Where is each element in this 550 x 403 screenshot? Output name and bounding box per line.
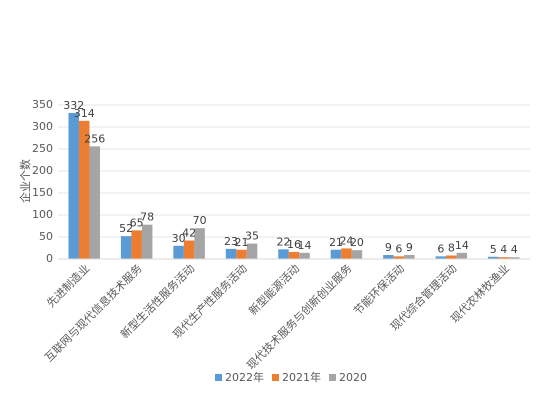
- y-tick-label: 350: [32, 98, 53, 111]
- y-tick-label: 300: [32, 120, 53, 133]
- data-label: 6: [395, 242, 402, 255]
- legend: 2022年 2021年 2020: [215, 370, 367, 384]
- y-tick-label: 50: [39, 230, 53, 243]
- category-label: 新型能源活动: [246, 261, 303, 318]
- legend-label: 2021年: [282, 370, 321, 384]
- data-label: 65: [130, 216, 144, 229]
- legend-swatch: [272, 374, 279, 381]
- y-tick-label: 150: [32, 186, 53, 199]
- bar: [288, 251, 300, 259]
- category-label: 节能环保活动: [350, 261, 407, 318]
- bar: [435, 256, 447, 259]
- gridlines: [58, 104, 530, 260]
- data-label: 14: [455, 239, 469, 252]
- bar: [236, 249, 247, 259]
- data-label: 52: [119, 222, 133, 235]
- bar: [225, 248, 237, 259]
- category-label: 先进制造业: [44, 261, 93, 310]
- bar: [456, 252, 468, 259]
- bar: [131, 230, 142, 259]
- y-tick-label: 250: [32, 142, 53, 155]
- bar: [246, 243, 258, 259]
- data-label: 9: [406, 241, 413, 254]
- bar: [383, 255, 394, 259]
- data-label: 4: [511, 243, 518, 256]
- data-label: 9: [385, 241, 392, 254]
- bar: [393, 256, 405, 259]
- data-label: 42: [182, 227, 196, 240]
- bar: [509, 257, 520, 259]
- data-label: 332: [63, 99, 84, 112]
- category-labels: 先进制造业互联网与现代信息技术服务新型生活性服务活动现代生产性服务活动新型能源活…: [42, 261, 512, 372]
- data-label: 6: [437, 242, 444, 255]
- data-label: 256: [84, 132, 105, 145]
- y-tick-label: 0: [46, 252, 53, 265]
- bar: [488, 256, 499, 259]
- bar: [78, 120, 90, 259]
- bar: [141, 224, 153, 259]
- legend-swatch: [329, 374, 336, 381]
- data-label: 21: [329, 236, 343, 249]
- bar: [68, 112, 79, 259]
- bar: [330, 249, 342, 259]
- legend-label: 2020: [339, 371, 367, 384]
- legend-swatch: [215, 374, 222, 381]
- data-label: 35: [245, 230, 259, 243]
- y-axis-tick-labels: 0 50 100 150 200 250 300 350: [32, 98, 53, 265]
- data-label: 20: [350, 236, 364, 249]
- legend-label: 2022年: [225, 370, 264, 384]
- bar: [89, 146, 100, 259]
- data-label: 23: [224, 235, 238, 248]
- bar: [404, 255, 415, 259]
- data-label: 70: [193, 214, 207, 227]
- bar: [351, 250, 363, 259]
- data-label: 16: [287, 238, 301, 251]
- bar: [173, 245, 184, 259]
- bar: [446, 255, 457, 259]
- y-tick-label: 100: [32, 208, 53, 221]
- bar: [194, 228, 205, 259]
- data-label: 78: [140, 211, 154, 224]
- category-label: 现代技术服务与创新创业服务: [244, 261, 355, 372]
- bar: [341, 248, 352, 259]
- y-tick-label: 200: [32, 164, 53, 177]
- bar: [278, 249, 289, 259]
- bar: [183, 240, 195, 259]
- y-axis-label: 企业个数: [18, 159, 32, 203]
- bar: [498, 257, 510, 259]
- bar-series: [68, 112, 520, 259]
- data-label: 4: [500, 243, 507, 256]
- data-label: 14: [298, 239, 312, 252]
- bar: [120, 236, 132, 259]
- category-label: 互联网与现代信息技术服务: [42, 261, 145, 364]
- data-label: 22: [277, 235, 291, 248]
- data-label: 24: [339, 234, 353, 247]
- data-label: 5: [490, 243, 497, 256]
- data-label: 314: [74, 107, 95, 120]
- bar: [299, 252, 310, 259]
- data-label: 21: [235, 236, 249, 249]
- data-label: 30: [172, 232, 186, 245]
- data-label: 8: [448, 241, 455, 254]
